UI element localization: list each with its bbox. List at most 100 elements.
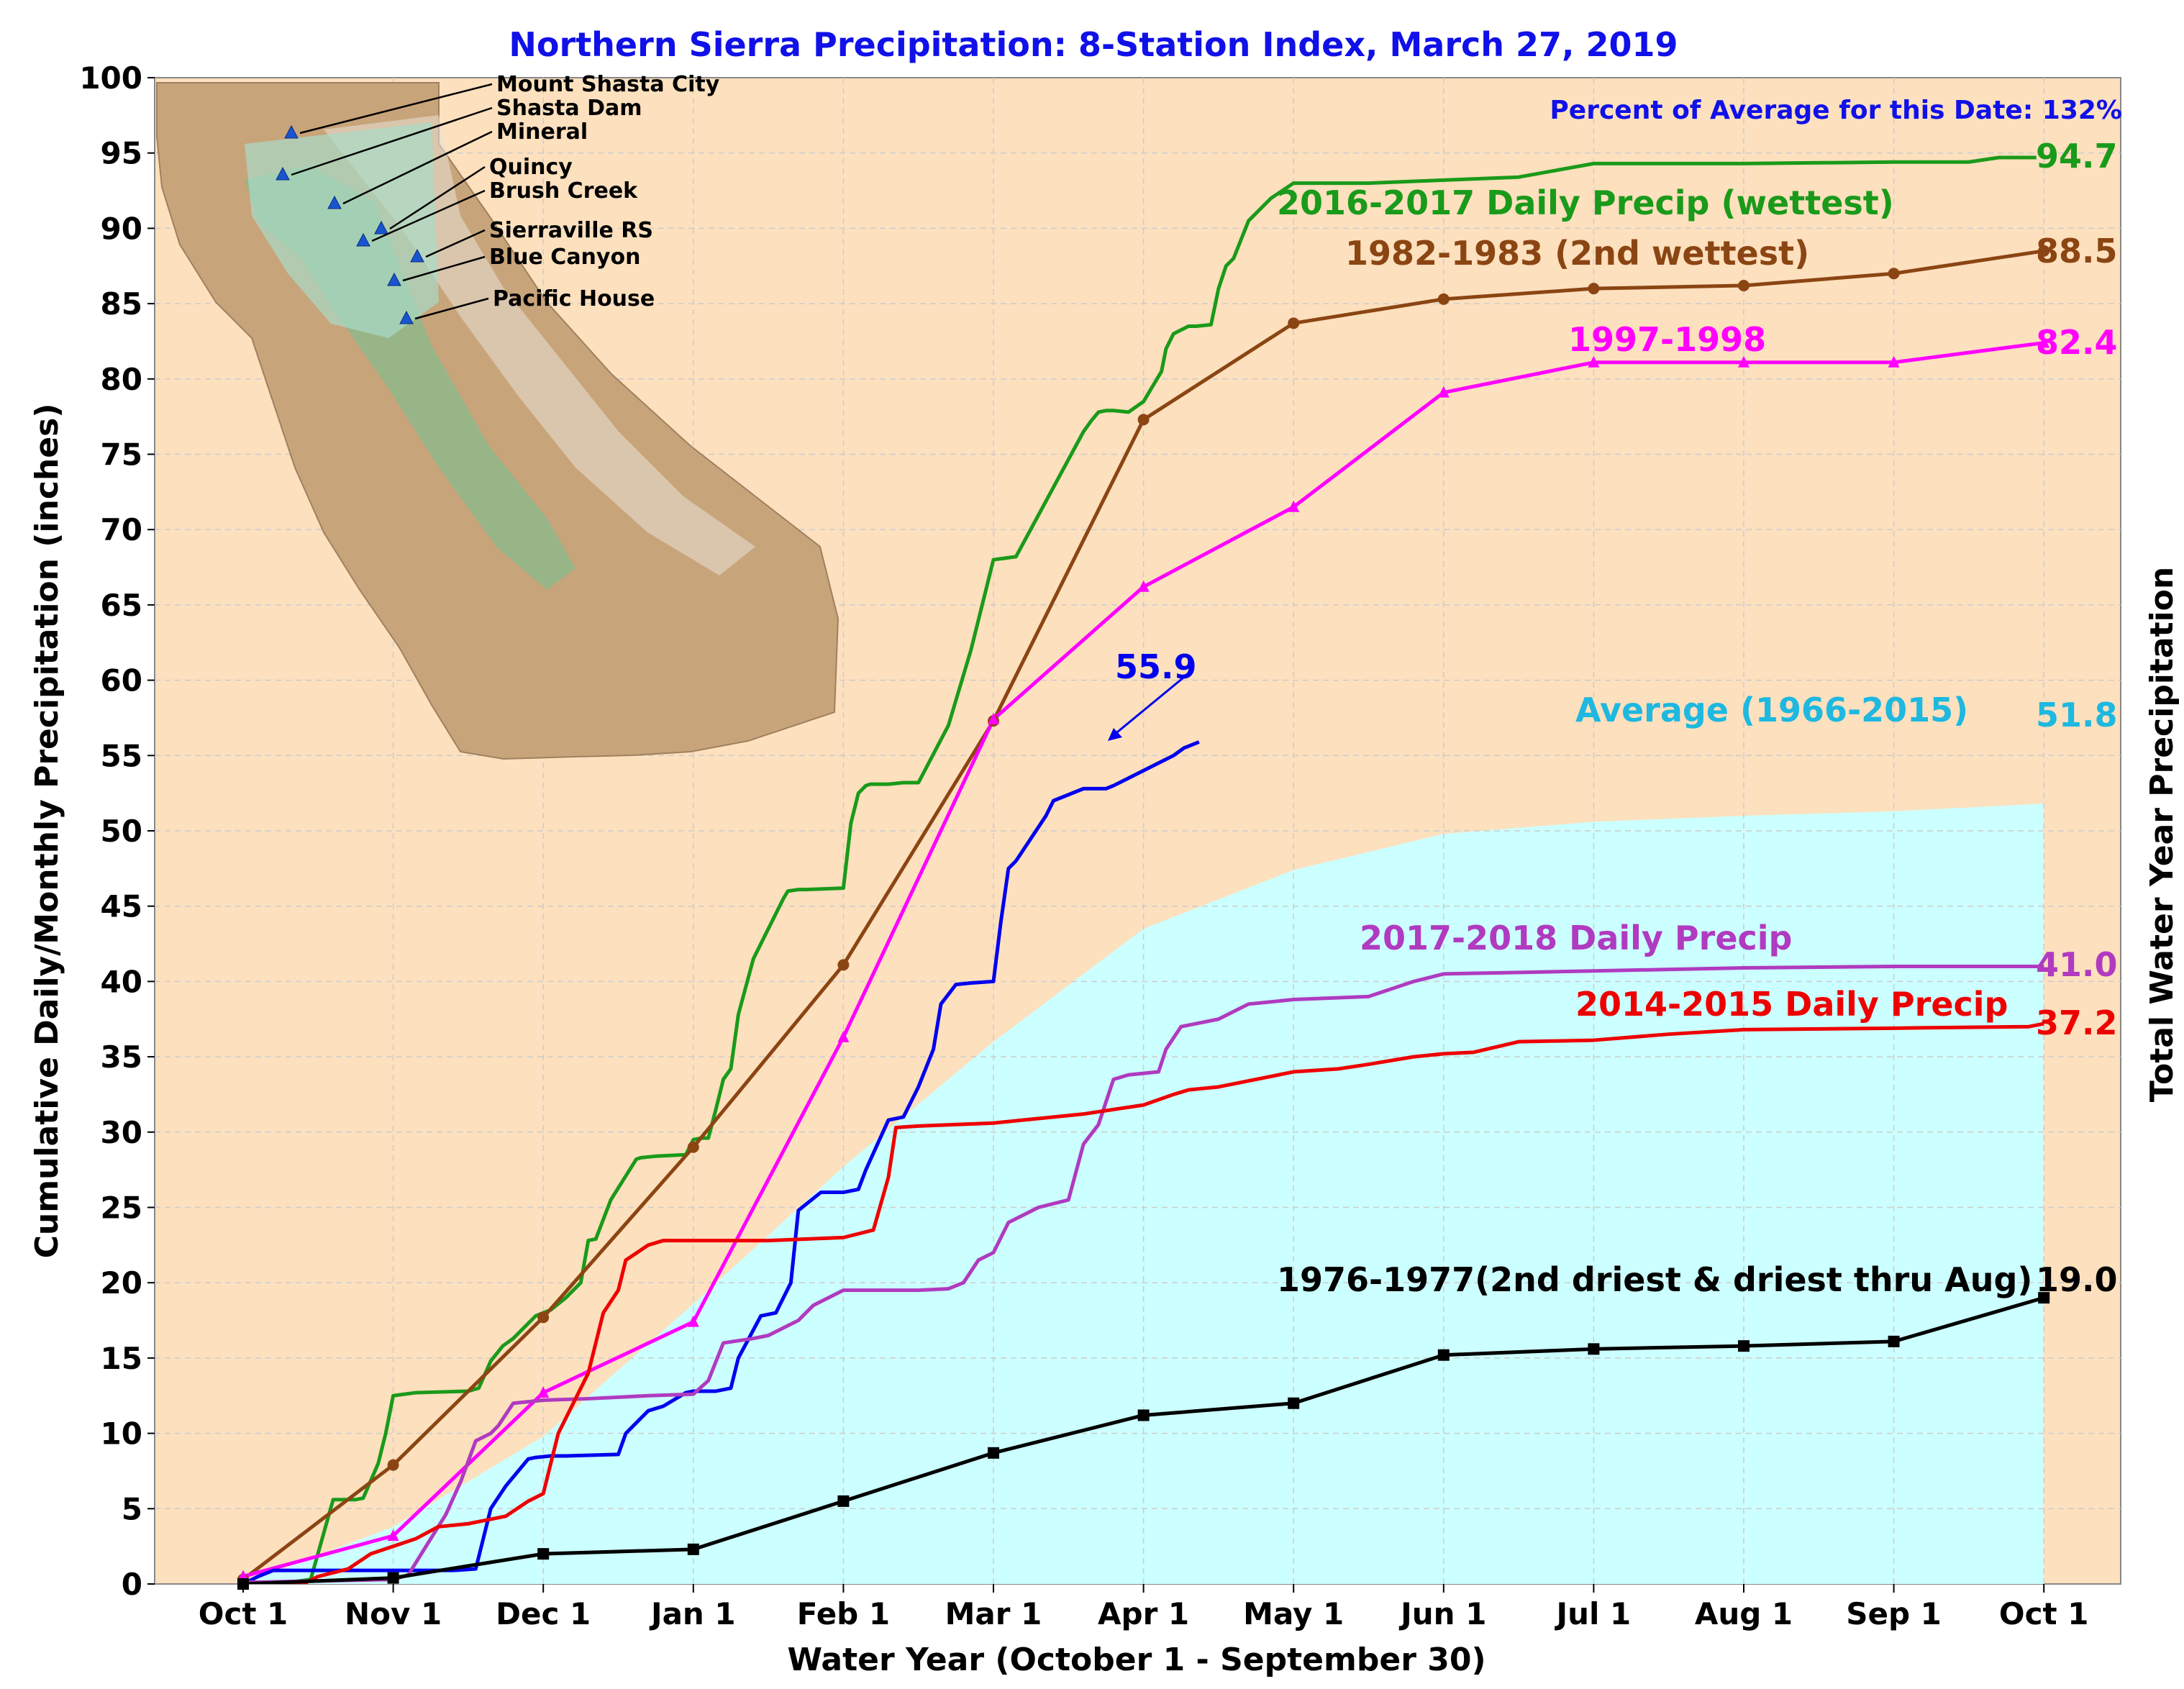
y-tick-label: 10 xyxy=(101,1416,142,1452)
y-tick-label: 0 xyxy=(122,1567,142,1602)
station-marker xyxy=(356,232,370,247)
y-tick-label: 35 xyxy=(101,1039,142,1075)
series-marker-circle xyxy=(1588,283,1600,295)
y-tick-label: 95 xyxy=(101,136,142,171)
label-1982-1983: 1982-1983 (2nd wettest) xyxy=(1345,234,1809,273)
y-tick-label: 15 xyxy=(101,1341,142,1376)
chart-subtitle: Percent of Average for this Date: 132% xyxy=(1550,96,2122,125)
series-line-4 xyxy=(242,964,2044,1584)
station-label: Mount Shasta City xyxy=(496,72,720,97)
station-marker xyxy=(374,220,388,235)
series-marker-circle xyxy=(2038,245,2050,257)
station-marker xyxy=(399,310,414,324)
station-label: Shasta Dam xyxy=(496,96,642,121)
series-marker-circle xyxy=(1437,293,1450,305)
series-marker-triangle xyxy=(988,713,999,725)
series-marker-circle xyxy=(1888,268,1900,280)
series-marker-circle xyxy=(1137,414,1150,426)
station-pointer xyxy=(299,83,493,135)
y-tick-label: 75 xyxy=(101,437,142,473)
series-marker-triangle xyxy=(1888,355,1900,368)
label-2017-2018: 2017-2018 Daily Precip xyxy=(1360,919,1792,957)
series-marker-square xyxy=(1288,1397,1300,1409)
series-marker-square xyxy=(1137,1409,1150,1421)
series-marker-square xyxy=(537,1548,550,1560)
series-marker-square xyxy=(988,1447,999,1459)
y-tick-label: 55 xyxy=(101,738,142,773)
series-marker-circle xyxy=(387,1459,399,1471)
series-marker-square xyxy=(1437,1349,1450,1361)
label-2014-2015: 2014-2015 Daily Precip xyxy=(1575,985,2008,1024)
series-marker-triangle xyxy=(687,1315,699,1327)
station-label: Sierraville RS xyxy=(489,218,653,243)
series-marker-circle xyxy=(1738,279,1750,291)
station-pointer xyxy=(389,165,486,230)
y-tick-label: 70 xyxy=(101,512,142,547)
x-tick-label: Jul 1 xyxy=(1555,1596,1632,1631)
y-tick-label: 40 xyxy=(101,964,142,999)
series-marker-square xyxy=(2038,1292,2050,1304)
series-marker-triangle xyxy=(1437,386,1450,398)
series-marker-square xyxy=(1588,1343,1600,1355)
series-marker-triangle xyxy=(1137,580,1150,592)
series-marker-square xyxy=(387,1572,399,1584)
x-tick-label: Oct 1 xyxy=(1999,1596,2089,1631)
x-tick-label: Jan 1 xyxy=(649,1596,736,1631)
y-tick-label: 25 xyxy=(101,1191,142,1226)
total-1982-1983: 88.5 xyxy=(2036,232,2118,270)
series-marker-triangle xyxy=(1738,355,1750,368)
series-marker-square xyxy=(1888,1335,1900,1347)
y-axis-ticks: 0 5 10 15 20 25 30 35 40 45 50 55 60 65 70 75 80 85 90 95 10… xyxy=(79,60,155,1602)
chart-title: Northern Sierra Precipitation: 8-Station… xyxy=(509,25,1678,64)
total-2016-2017: 94.7 xyxy=(2036,137,2118,176)
y-tick-label: 5 xyxy=(122,1491,142,1526)
total-1976-1977: 19.0 xyxy=(2036,1260,2118,1299)
current-value-label: 55.9 xyxy=(1115,647,1197,686)
label-2016-2017: 2016-2017 Daily Precip (wettest) xyxy=(1277,183,1894,222)
station-marker xyxy=(276,166,290,181)
series-marker-triangle xyxy=(1288,500,1300,512)
y-tick-label: 90 xyxy=(101,211,142,246)
series-marker-triangle xyxy=(387,1529,399,1541)
series-marker-circle xyxy=(837,959,850,971)
station-pointer xyxy=(342,130,493,205)
station-label: Mineral xyxy=(496,119,588,145)
x-tick-label: Apr 1 xyxy=(1098,1596,1189,1631)
x-tick-label: Nov 1 xyxy=(345,1596,442,1631)
y-tick-label: 85 xyxy=(101,286,142,322)
series-line-0 xyxy=(242,155,2037,1584)
station-marker xyxy=(284,124,299,139)
series-line-5 xyxy=(243,1021,2044,1584)
x-tick-label: Feb 1 xyxy=(797,1596,890,1631)
x-axis-ticks: Oct 1 Nov 1 Dec 1 Jan 1 Feb 1 Mar 1 Apr 1 May 1… xyxy=(199,1584,2089,1631)
x-tick-label: May 1 xyxy=(1243,1596,1344,1631)
series-marker-triangle xyxy=(537,1386,550,1398)
station-marker xyxy=(327,195,342,209)
station-marker xyxy=(387,272,401,286)
total-average: 51.8 xyxy=(2036,696,2118,734)
x-tick-label: Jun 1 xyxy=(1398,1596,1486,1631)
markers-group xyxy=(237,245,2050,1590)
current-value-arrow xyxy=(1113,673,1188,737)
station-pointer xyxy=(291,106,493,176)
total-2014-2015: 37.2 xyxy=(2036,1003,2118,1042)
series-marker-square xyxy=(687,1543,699,1555)
y-tick-label: 45 xyxy=(101,889,142,924)
series-marker-circle xyxy=(1288,317,1300,329)
station-label: Quincy xyxy=(489,155,573,180)
series-line-3 xyxy=(242,740,1200,1584)
station-label: Brush Creek xyxy=(489,178,638,204)
station-pointer xyxy=(402,255,486,282)
label-average: Average (1966-2015) xyxy=(1575,691,1968,729)
series-marker-square xyxy=(837,1495,850,1507)
total-2017-2018: 41.0 xyxy=(2036,945,2118,984)
series-marker-square xyxy=(1738,1340,1750,1352)
label-1997-1998: 1997-1998 xyxy=(1568,320,1766,359)
y-axis-right-label: Total Water Year Precipitation xyxy=(2144,567,2180,1102)
series-marker-circle xyxy=(687,1141,699,1153)
y-tick-label: 50 xyxy=(101,814,142,849)
series-labels: 2016-2017 Daily Precip (wettest) 1982-19… xyxy=(1277,183,2032,1299)
x-tick-label: Oct 1 xyxy=(199,1596,288,1631)
